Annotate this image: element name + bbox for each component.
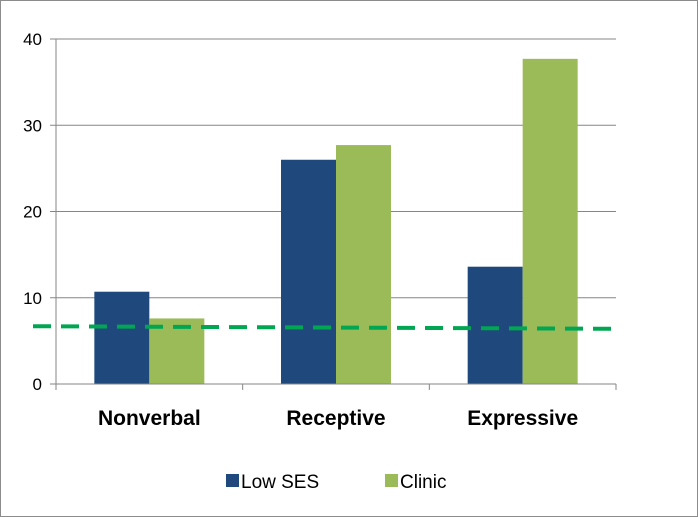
y-tick-label: 30 [23, 116, 42, 135]
y-tick-label: 20 [23, 203, 42, 222]
x-category-label: Expressive [467, 407, 578, 430]
legend-low-ses-label: Low SES [241, 472, 319, 493]
low-ses-bar [467, 266, 523, 384]
labels: 0 10 20 30 40 Nonverbal Receptive Expressive [23, 30, 578, 430]
y-tick-label: 0 [33, 375, 42, 394]
x-category-label: Nonverbal [98, 407, 201, 430]
y-tick-label: 40 [23, 30, 42, 49]
legend-low-ses-swatch [226, 474, 239, 487]
legend-clinic-label: Clinic [400, 472, 446, 493]
clinic-bar [336, 145, 391, 384]
reference-line-group [32, 324, 619, 331]
clinic-bar [149, 318, 205, 384]
clinic-bar [522, 58, 578, 385]
bars [94, 58, 578, 385]
low-ses-bar [281, 159, 336, 384]
reference-line [32, 324, 619, 331]
legend: Low SES Clinic [226, 472, 446, 493]
legend-clinic-swatch [385, 474, 398, 487]
axes [50, 38, 617, 390]
x-category-label: Receptive [286, 407, 385, 430]
y-tick-label: 10 [23, 289, 42, 308]
low-ses-bar [94, 291, 150, 384]
